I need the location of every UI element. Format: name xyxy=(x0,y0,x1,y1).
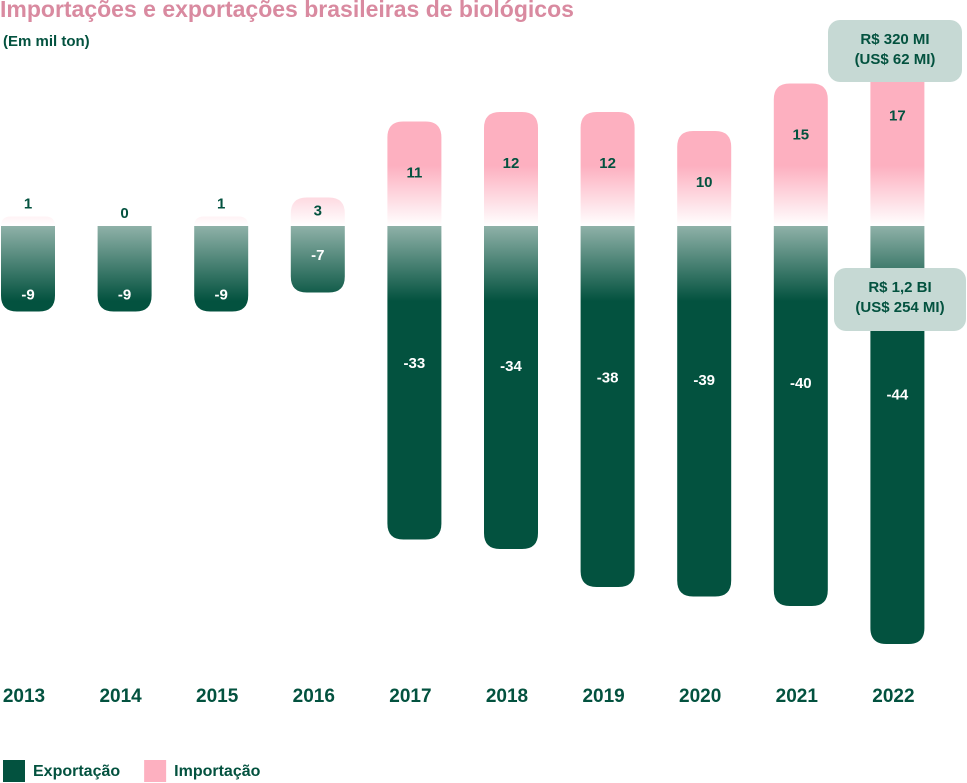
annotation-text: R$ 320 MI xyxy=(860,31,929,48)
x-tick-label: 2022 xyxy=(872,686,914,707)
chart-subtitle: (Em mil ton) xyxy=(3,33,90,50)
bar xyxy=(97,226,152,312)
bar xyxy=(194,226,249,312)
bar xyxy=(194,216,249,226)
bar xyxy=(484,112,538,226)
bar xyxy=(773,83,828,226)
value-label: 0 xyxy=(120,205,128,222)
annotation-text: (US$ 254 MI) xyxy=(855,299,944,316)
value-label: 12 xyxy=(599,155,616,172)
value-label: 3 xyxy=(314,203,322,220)
value-label: -7 xyxy=(311,247,324,264)
x-tick-label: 2018 xyxy=(486,686,528,707)
bar xyxy=(484,226,538,549)
value-label: -33 xyxy=(404,355,426,372)
legend-label: Exportação xyxy=(33,763,120,780)
annotation-box xyxy=(828,20,962,82)
bar xyxy=(387,121,442,226)
bar xyxy=(580,112,635,226)
bar xyxy=(387,226,442,540)
x-tick-label: 2016 xyxy=(293,686,335,707)
bar xyxy=(1,226,55,312)
value-label: 1 xyxy=(217,195,225,212)
value-label: -34 xyxy=(500,358,522,375)
x-tick-label: 2015 xyxy=(196,686,239,707)
value-label: 12 xyxy=(503,155,520,172)
x-tick-label: 2021 xyxy=(776,686,819,707)
x-tick-label: 2020 xyxy=(679,686,721,707)
bar xyxy=(870,64,925,226)
x-tick-label: 2014 xyxy=(99,686,142,707)
bar xyxy=(580,226,635,587)
bar xyxy=(290,226,345,293)
value-label: 15 xyxy=(792,126,809,143)
value-label: -44 xyxy=(887,386,909,403)
annotation-text: (US$ 62 MI) xyxy=(855,51,936,68)
annotation-box xyxy=(834,268,966,331)
legend-label: Importação xyxy=(174,763,260,780)
bar xyxy=(290,197,345,226)
bar xyxy=(773,226,828,606)
value-label: -40 xyxy=(790,375,812,392)
value-label: -9 xyxy=(215,287,228,304)
value-label: 11 xyxy=(406,164,422,181)
value-label: -9 xyxy=(21,287,34,304)
bar xyxy=(677,226,732,597)
value-label: 1 xyxy=(24,195,32,212)
x-tick-label: 2017 xyxy=(389,686,431,707)
chart-title: Importações e exportações brasileiras de… xyxy=(0,0,574,22)
legend-swatch xyxy=(3,760,25,782)
value-label: -39 xyxy=(693,372,715,389)
value-label: -38 xyxy=(597,369,619,386)
annotation-text: R$ 1,2 BI xyxy=(868,279,931,296)
x-tick-label: 2019 xyxy=(582,686,624,707)
x-tick-label: 2013 xyxy=(3,686,45,707)
value-label: 17 xyxy=(889,107,906,124)
bar xyxy=(1,216,55,226)
value-label: -9 xyxy=(118,287,131,304)
value-label: 10 xyxy=(696,174,713,191)
legend-swatch xyxy=(144,760,167,782)
bar xyxy=(677,131,732,226)
